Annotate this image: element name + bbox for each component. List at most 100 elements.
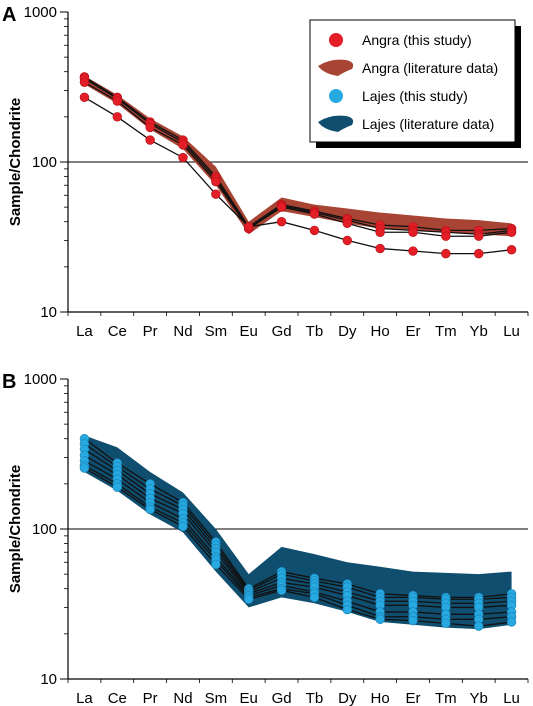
data-point-lu [506,227,517,237]
x-tick-label-ce: Ce [108,323,127,340]
x-tick-label-yb: Yb [470,690,488,706]
x-tick-label-yb: Yb [470,323,488,340]
data-point-nd [178,140,188,150]
x-tick-label-sm: Sm [205,690,228,706]
y-tick-label: 1000 [24,371,57,388]
data-point-gd [276,216,287,227]
x-tick-label-ho: Ho [371,690,390,706]
y-tick-label: 100 [32,154,57,171]
data-point-er [408,246,418,256]
data-point-dy [342,218,352,229]
panel-b: 10 100 1000 La Ce Pr Nd Sm Eu Gd Tb Dy Ho Er Tm Yb Lu Sam… [2,371,529,706]
data-point-eu [244,222,254,232]
x-tick-label-nd: Nd [173,690,192,706]
data-point-yb [474,248,484,259]
series-line-7 [84,467,512,627]
data-point-la [79,463,90,473]
data-point-sm [211,176,221,187]
literature-envelope [84,435,512,630]
panel-a: 10 100 1000 La Ce Pr Nd Sm Eu Gd Tb Dy Ho Er Tm Yb Lu Sam… [2,4,529,340]
x-tick-label-ho: Ho [371,323,390,340]
legend-marker-area [318,59,354,76]
data-point-sm [211,559,221,570]
series-line-2 [84,443,512,600]
legend-marker-circle [329,33,343,47]
data-point-er [408,615,418,626]
series-line-3 [84,81,512,237]
data-point-lu [506,617,517,627]
data-point-eu [244,594,254,604]
data-point-ce [112,96,122,106]
legend-label: Angra (this study) [362,32,472,48]
data-point-ce [112,112,122,122]
x-tick-label-dy: Dy [338,323,357,340]
data-point-nd [178,521,188,532]
y-tick-label: 10 [40,671,57,688]
data-point-la [79,92,90,102]
x-tick-label-gd: Gd [272,690,292,706]
x-tick-label-pr: Pr [143,690,158,706]
x-tick-label-sm: Sm [205,323,228,340]
x-tick-label-er: Er [406,690,421,706]
data-point-ho [375,243,385,254]
data-point-tm [441,618,451,629]
panel-label: A [2,4,16,26]
series-line-1 [84,76,512,232]
series-line-6 [84,464,512,620]
data-point-tm [441,231,451,241]
literature-envelope [84,75,512,237]
x-tick-label-la: La [76,690,93,706]
data-point-pr [145,135,155,145]
data-point-tb [309,225,320,236]
series-line-1 [84,438,512,599]
data-point-tm [441,248,451,259]
data-point-yb [474,231,484,241]
data-point-gd [276,585,287,596]
legend-label: Angra (literature data) [362,60,498,76]
data-point-dy [342,604,352,615]
legend-marker-area [318,115,354,132]
data-point-tb [309,209,320,219]
x-tick-label-tm: Tm [435,690,457,706]
panel-label: B [2,371,16,393]
x-tick-label-lu: Lu [503,690,520,706]
legend-label: Lajes (literature data) [362,116,494,132]
series-line-3 [84,448,512,604]
data-point-nd [178,152,188,163]
x-tick-label-eu: Eu [240,323,258,340]
data-point-ce [112,482,122,492]
data-point-lu [506,245,517,255]
y-axis-label: Sample/Chondrite [7,465,24,593]
y-tick-label: 1000 [24,4,57,21]
data-point-ho [375,614,385,625]
x-tick-label-tm: Tm [435,323,457,340]
data-point-er [408,227,418,237]
data-point-yb [474,621,484,631]
data-point-pr [145,122,155,133]
x-tick-label-tb: Tb [306,690,324,706]
x-tick-label-tb: Tb [306,323,324,340]
x-tick-label-nd: Nd [173,323,192,340]
legend: Angra (this study) Angra (literature data… [309,19,521,148]
x-tick-label-pr: Pr [143,323,158,340]
series-line-4 [84,96,512,255]
legend-marker-circle [329,89,343,103]
y-tick-label: 10 [40,304,57,321]
y-tick-label: 100 [32,521,57,538]
data-point-la [79,77,90,87]
data-point-sm [211,189,221,199]
data-point-tb [309,592,320,603]
legend-label: Lajes (this study) [362,88,468,104]
data-point-gd [276,202,287,212]
x-tick-label-eu: Eu [240,690,258,706]
data-point-ho [375,227,385,237]
x-tick-label-la: La [76,323,93,340]
x-tick-label-gd: Gd [272,323,292,340]
x-tick-label-er: Er [406,323,421,340]
data-point-dy [342,235,352,246]
data-point-pr [145,504,155,515]
series-line-4 [84,454,512,609]
x-tick-label-dy: Dy [338,690,357,706]
x-tick-label-lu: Lu [503,323,520,340]
